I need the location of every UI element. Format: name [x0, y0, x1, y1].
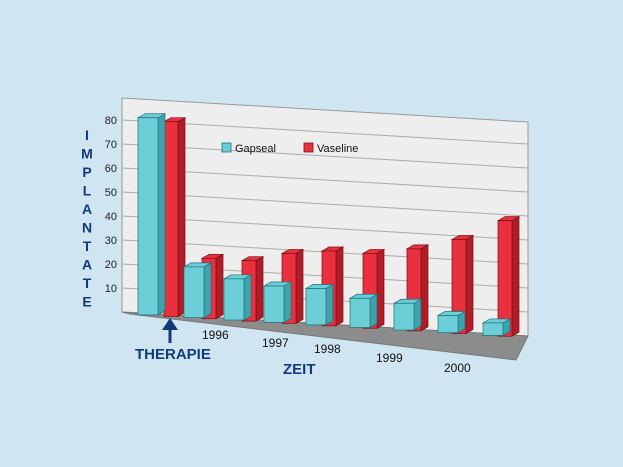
legend-label-vaseline: Vaseline	[317, 143, 358, 155]
bar-gapseal	[481, 318, 512, 336]
bar-vaseline	[162, 117, 187, 318]
y-axis-title-letter: I	[85, 127, 89, 143]
gridline	[121, 119, 529, 145]
y-tick-label: 10	[105, 283, 117, 295]
x-tick-label: 2000	[444, 361, 471, 375]
bar-gapseal	[222, 274, 253, 321]
x-axis-labels: 1996 1997 1998 1999 2000	[202, 328, 471, 375]
gridline	[121, 167, 529, 193]
chart-floor	[121, 311, 529, 361]
y-axis-title-letter: P	[82, 164, 91, 180]
gridline	[121, 143, 529, 169]
x-tick-label: 1998	[314, 342, 341, 356]
y-axis-title-letter: A	[82, 257, 92, 273]
therapie-label: THERAPIE	[135, 346, 211, 363]
legend: Gapseal Vaseline	[221, 142, 358, 155]
legend-swatch-gapseal	[221, 142, 232, 153]
x-tick-label: 1999	[376, 351, 403, 365]
y-tick-label: 80	[105, 115, 117, 127]
y-axis-title-letter: E	[82, 294, 91, 310]
y-axis-ticks: 10 20 30 40 50 60 70 80	[105, 115, 117, 295]
x-tick-label: 1997	[262, 336, 289, 350]
legend-label-gapseal: Gapseal	[235, 143, 276, 155]
y-tick-label: 60	[105, 163, 117, 175]
arrow-head-icon	[162, 318, 178, 330]
bar-vaseline	[450, 234, 475, 335]
y-axis-title-letter: T	[83, 275, 92, 291]
bar-gapseal	[182, 262, 213, 319]
bar-gapseal	[304, 283, 335, 326]
y-axis-title-letter: A	[82, 201, 92, 217]
y-axis-title-letter: N	[82, 220, 92, 236]
bar-gapseal	[348, 293, 379, 329]
bar-vaseline	[496, 216, 521, 337]
y-axis-title-letter: L	[83, 183, 92, 199]
legend-swatch-vaseline	[303, 142, 314, 153]
y-axis-title-letter: M	[81, 146, 93, 162]
y-tick-label: 20	[105, 259, 117, 271]
bar-gapseal	[262, 281, 293, 323]
bar-gapseal	[392, 298, 423, 331]
y-tick-label: 50	[105, 187, 117, 199]
bars	[136, 113, 521, 337]
y-tick-label: 70	[105, 139, 117, 151]
gridline	[121, 191, 529, 217]
y-tick-label: 40	[105, 211, 117, 223]
y-tick-label: 30	[105, 235, 117, 247]
therapie-marker: THERAPIE	[135, 318, 211, 363]
bar-gapseal	[436, 310, 467, 334]
x-axis-title: ZEIT	[283, 361, 316, 378]
bar-gapseal	[136, 113, 167, 316]
x-tick-label: 1996	[202, 328, 229, 342]
y-axis-title-letter: T	[83, 238, 92, 254]
